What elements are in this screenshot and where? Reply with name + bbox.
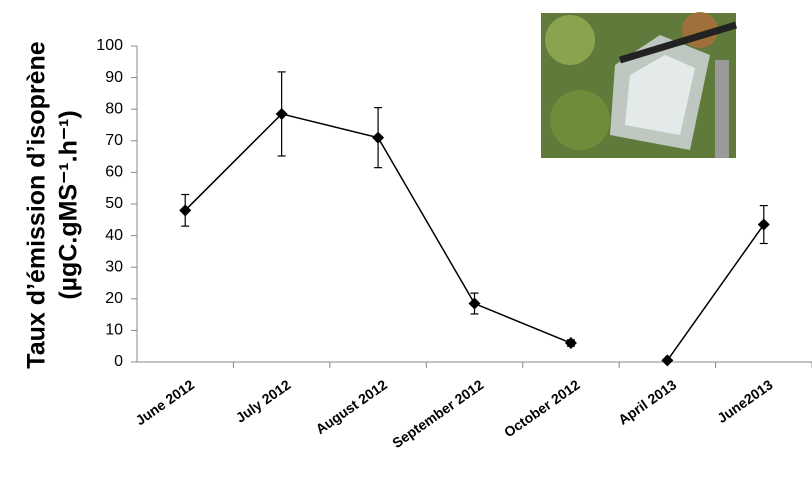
photo xyxy=(541,12,738,158)
point xyxy=(275,107,288,120)
y-tick-label: 40 xyxy=(105,227,123,244)
point xyxy=(468,297,481,310)
point xyxy=(372,131,385,144)
y-tick-label: 20 xyxy=(105,290,123,307)
y-tick-label: 80 xyxy=(105,100,123,117)
y-tick-label: 100 xyxy=(96,37,123,54)
point xyxy=(564,337,577,350)
point xyxy=(179,204,192,217)
y-tick-label: 70 xyxy=(105,132,123,149)
y-tick-label: 10 xyxy=(105,322,123,339)
x-tick-label: April 2013 xyxy=(615,376,679,428)
x-tick-label: June2013 xyxy=(714,376,776,426)
y-tick-label: 50 xyxy=(105,195,123,212)
y-tick-label: 30 xyxy=(105,258,123,275)
x-tick-label: October 2012 xyxy=(501,376,583,440)
y-tick-label: 0 xyxy=(114,353,123,370)
x-tick-label: June 2012 xyxy=(132,376,197,428)
y-tick-label: 60 xyxy=(105,164,123,181)
x-tick-label: August 2012 xyxy=(313,376,391,437)
point xyxy=(757,218,770,231)
point xyxy=(661,354,674,367)
y-tick-label: 90 xyxy=(105,69,123,86)
x-tick-label: September 2012 xyxy=(389,376,486,451)
y-axis-title: Taux d’émission d’isoprène xyxy=(23,41,51,368)
x-tick-label: July 2012 xyxy=(233,376,294,425)
y-axis-title: (µgC.gMS⁻¹.h⁻¹) xyxy=(55,110,83,299)
line xyxy=(666,224,765,361)
